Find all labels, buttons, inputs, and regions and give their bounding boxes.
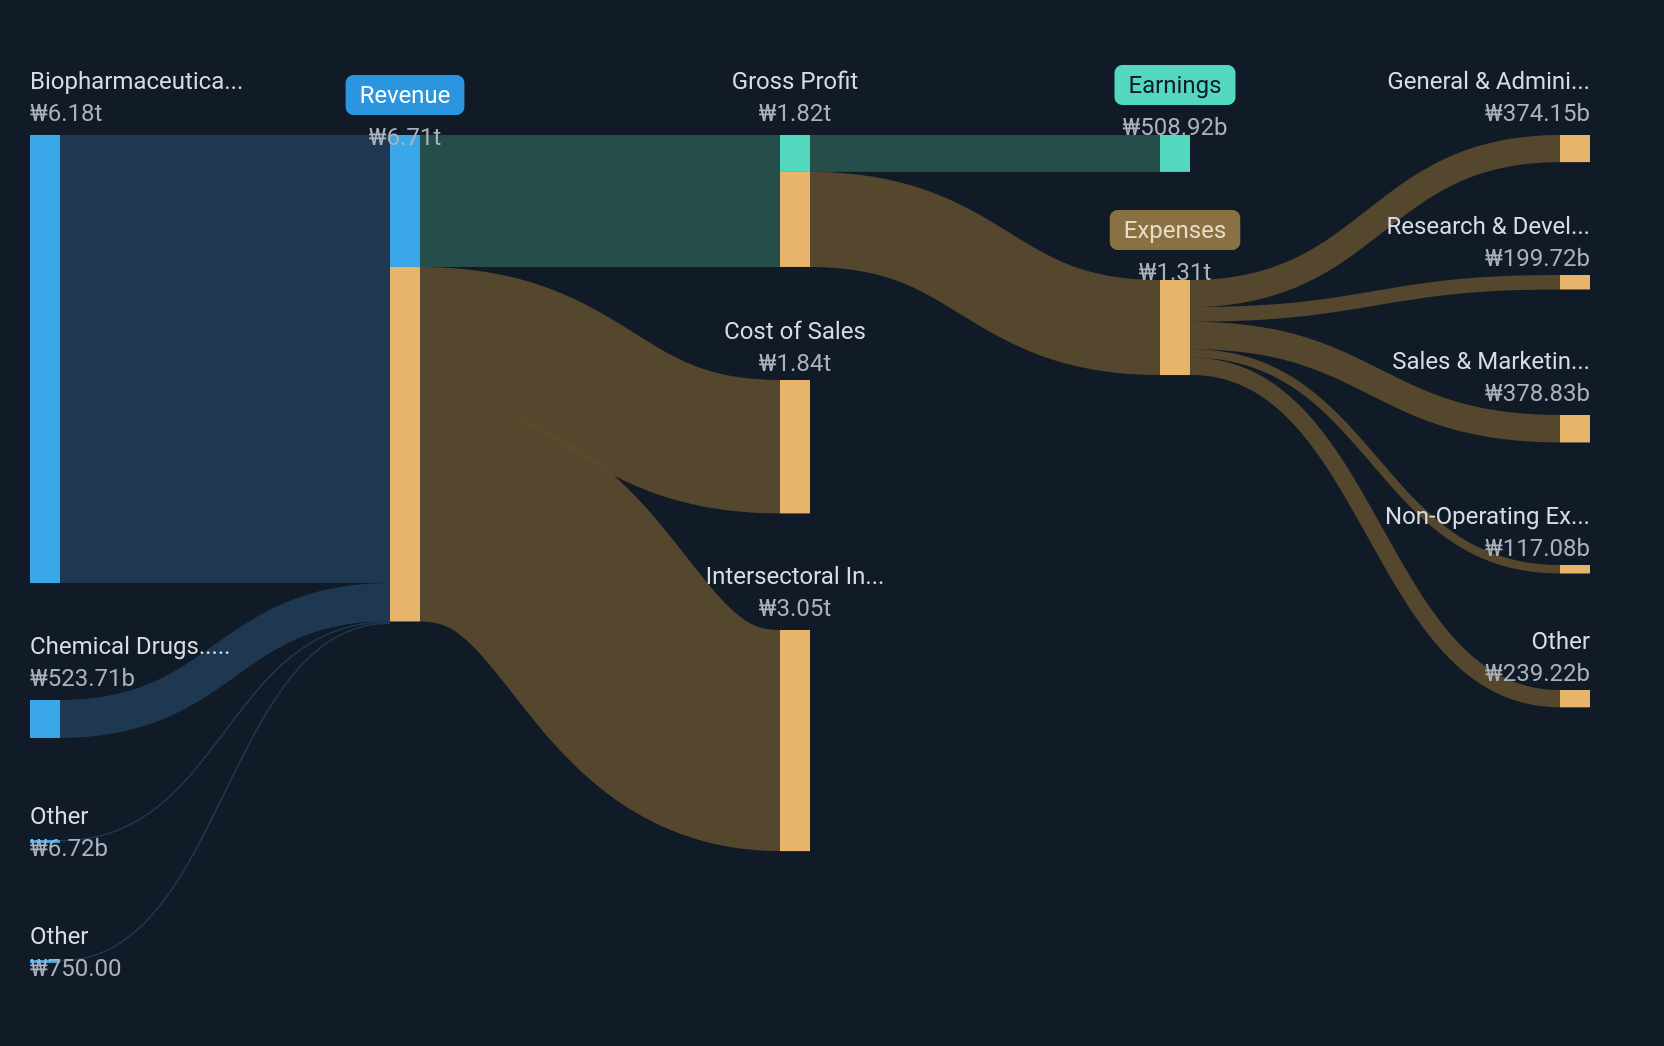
- sankey-link: [420, 511, 780, 741]
- sankey-label-text: ₩6.72b: [30, 834, 108, 862]
- sankey-label-text: ₩508.92b: [1123, 113, 1228, 141]
- sankey-node: [30, 700, 60, 738]
- sankey-node: [1560, 135, 1590, 162]
- sankey-label-text: Other: [1532, 627, 1590, 655]
- sankey-node: [780, 630, 810, 851]
- sankey-label-text: Earnings: [1128, 71, 1221, 99]
- sankey-label-text: ₩6.18t: [30, 99, 103, 127]
- sankey-label-text: ₩374.15b: [1485, 99, 1590, 127]
- sankey-label-text: Non-Operating Ex...: [1385, 502, 1590, 530]
- sankey-label-text: ₩1.31t: [1139, 258, 1212, 286]
- sankey-label-text: Revenue: [360, 81, 451, 109]
- sankey-node-segment: [390, 135, 420, 267]
- sankey-label-text: Expenses: [1124, 216, 1227, 244]
- sankey-node: [780, 380, 810, 513]
- sankey-label-text: ₩378.83b: [1485, 379, 1590, 407]
- sankey-label-text: Gross Profit: [732, 67, 859, 95]
- sankey-label-text: ₩750.00: [30, 954, 122, 982]
- sankey-label-text: ₩239.22b: [1485, 659, 1590, 687]
- sankey-node-segment: [780, 172, 810, 267]
- sankey-label-text: ₩199.72b: [1485, 244, 1590, 272]
- sankey-pill-label: Expenses: [1110, 210, 1241, 250]
- sankey-label-text: ₩1.84t: [759, 349, 832, 377]
- sankey-node: [30, 135, 60, 583]
- sankey-node-segment: [390, 267, 420, 622]
- sankey-label-text: Intersectoral In...: [706, 562, 885, 590]
- sankey-label-text: ₩1.82t: [759, 99, 832, 127]
- sankey-node: [1160, 280, 1190, 375]
- sankey-link: [810, 219, 1160, 327]
- sankey-label-text: Cost of Sales: [724, 317, 866, 345]
- sankey-node: [1560, 690, 1590, 707]
- sankey-chart: Biopharmaceutica... ₩6.18t Chemical Drugs.…: [0, 0, 1664, 1046]
- sankey-node: [1560, 275, 1590, 289]
- sankey-label-text: Sales & Marketin...: [1392, 347, 1590, 375]
- sankey-node-segment: [780, 135, 810, 172]
- sankey-label-text: General & Admini...: [1387, 67, 1590, 95]
- sankey-label-text: Biopharmaceutica...: [30, 67, 243, 95]
- sankey-label-text: ₩3.05t: [759, 594, 832, 622]
- sankey-pill-label: Revenue: [346, 75, 465, 115]
- sankey-node: [1560, 415, 1590, 442]
- sankey-label-text: ₩117.08b: [1485, 534, 1590, 562]
- sankey-label-text: Research & Devel...: [1386, 212, 1590, 240]
- sankey-label-text: Other: [30, 922, 88, 950]
- sankey-pill-label: Earnings: [1114, 65, 1235, 105]
- sankey-link: [60, 602, 390, 719]
- sankey-label-text: Other: [30, 802, 88, 830]
- sankey-label-text: ₩6.71t: [369, 123, 442, 151]
- sankey-node: [1560, 565, 1590, 573]
- sankey-label-text: Chemical Drugs.....: [30, 632, 230, 660]
- sankey-label-text: ₩523.71b: [30, 664, 135, 692]
